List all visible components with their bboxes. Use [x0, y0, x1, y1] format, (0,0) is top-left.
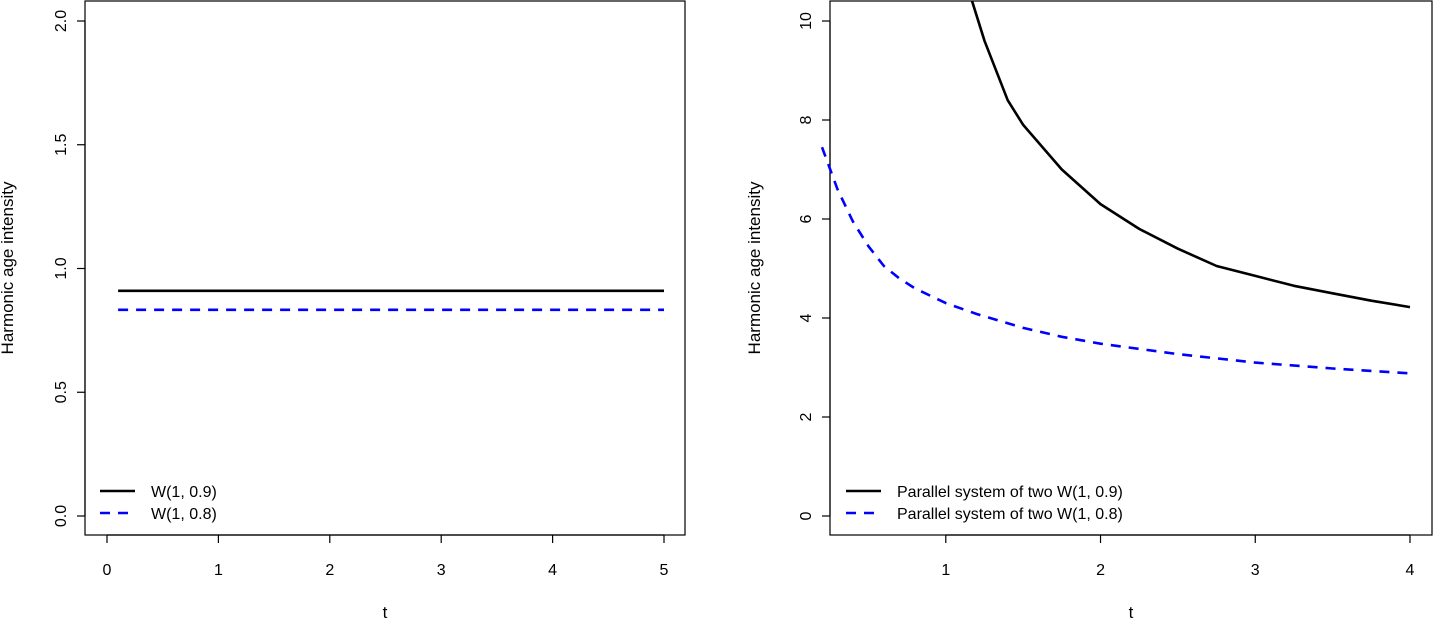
y-tick-label: 4 — [798, 313, 815, 322]
y-axis-label: Harmonic age intensity — [0, 181, 17, 354]
y-axis: 0.0 0.5 1.0 1.5 2.0 — [53, 10, 86, 527]
x-tick-label: 5 — [660, 562, 669, 579]
y-tick-label: 8 — [798, 115, 815, 124]
x-axis: 0 1 2 3 4 5 — [103, 534, 669, 579]
x-tick-label: 1 — [214, 562, 223, 579]
series-line-0 — [970, 0, 1411, 309]
y-tick-label: 1.0 — [53, 257, 70, 279]
x-axis-label: t — [383, 603, 388, 621]
y-tick-label: 0.5 — [53, 381, 70, 403]
x-tick-label: 1 — [941, 562, 950, 579]
legend-label-0: Parallel system of two W(1, 0.9) — [897, 484, 1123, 501]
x-tick-label: 2 — [325, 562, 334, 579]
legend-label-0: W(1, 0.9) — [151, 484, 217, 501]
y-tick-label: 1.5 — [53, 134, 70, 156]
series-group — [820, 0, 1411, 375]
y-tick-label: 0 — [798, 511, 815, 520]
x-tick-label: 3 — [437, 562, 446, 579]
y-tick-label: 2.0 — [53, 10, 70, 32]
x-tick-label: 2 — [1096, 562, 1105, 579]
y-tick-label: 0.0 — [53, 505, 70, 527]
series-line-1 — [820, 146, 1411, 375]
legend: Parallel system of two W(1, 0.9) Parallel… — [846, 484, 1123, 523]
y-axis-label: Harmonic age intensity — [745, 181, 764, 354]
chart-left: 0.0 0.5 1.0 1.5 2.0 0 1 2 3 4 5 W(1, 0.9) W(1, 0.8… — [0, 0, 686, 621]
series-group — [118, 289, 664, 312]
x-tick-label: 0 — [103, 562, 112, 579]
legend-label-1: Parallel system of two W(1, 0.8) — [897, 506, 1123, 523]
y-tick-label: 10 — [798, 12, 815, 30]
x-axis: 1 2 3 4 — [941, 534, 1415, 579]
x-axis-label: t — [1129, 603, 1134, 621]
y-tick-label: 6 — [798, 214, 815, 223]
legend-label-1: W(1, 0.8) — [151, 506, 217, 523]
x-tick-label: 4 — [1406, 562, 1415, 579]
legend: W(1, 0.9) W(1, 0.8) — [100, 484, 217, 523]
y-tick-label: 2 — [798, 412, 815, 421]
x-tick-label: 3 — [1251, 562, 1260, 579]
x-tick-label: 4 — [548, 562, 557, 579]
plot-frame — [84, 0, 686, 536]
y-axis: 0 2 4 6 8 10 — [798, 12, 831, 520]
plot-frame — [829, 0, 1433, 536]
